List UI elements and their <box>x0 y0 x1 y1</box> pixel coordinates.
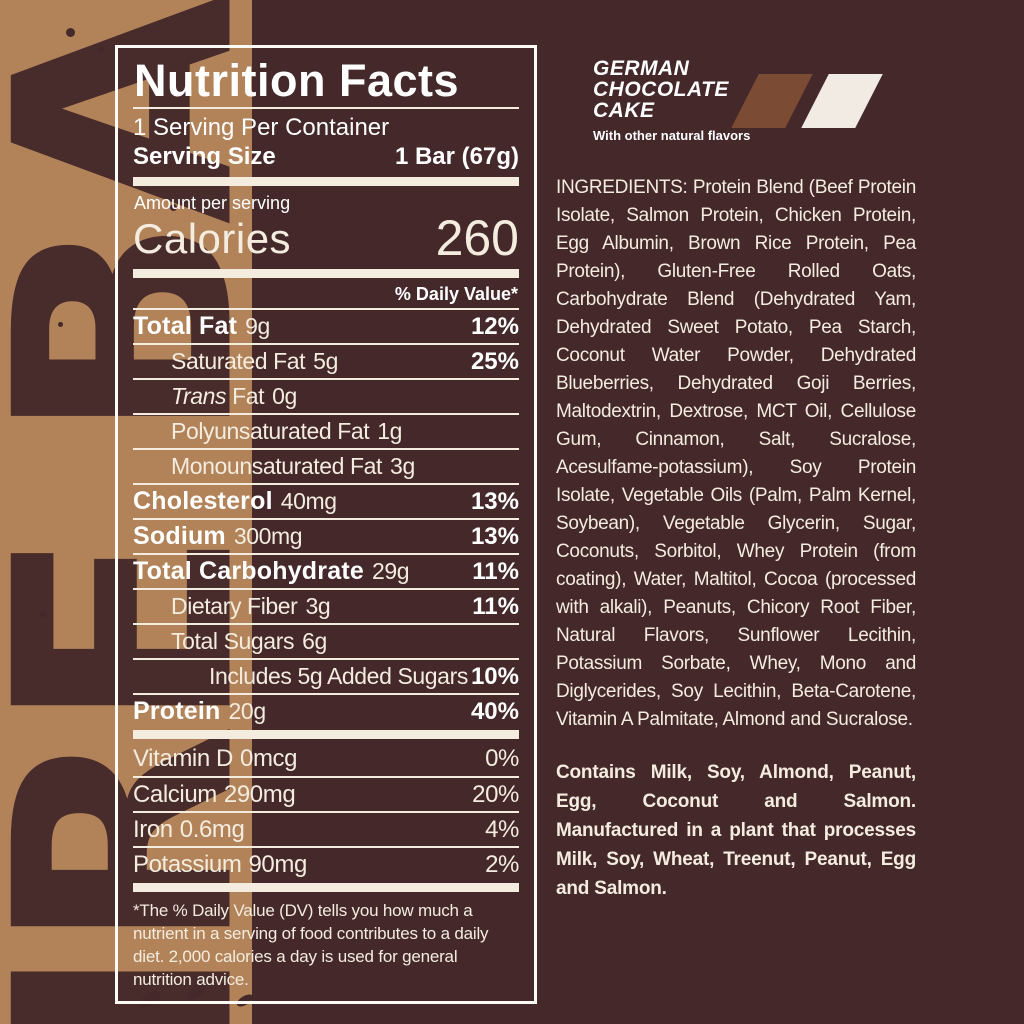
nutrient-daily-value: 11% <box>472 557 519 585</box>
nutrient-amount: 3g <box>390 453 415 479</box>
nutrient-amount: 0mcg <box>240 744 298 772</box>
nutrient-amount: 20g <box>228 698 267 724</box>
thick-divider <box>133 269 519 278</box>
nutrient-amount: 90mg <box>248 850 307 878</box>
nutrient-daily-value: 0% <box>485 744 519 772</box>
nutrient-amount: 29g <box>371 558 410 584</box>
nutrient-daily-value: 40% <box>470 697 519 725</box>
nutrient-name: Fat <box>232 383 265 409</box>
nutrient-amount: 0g <box>272 383 297 409</box>
micronutrient-row-potassium: Potassium 90mg 2% <box>133 846 519 881</box>
nutrient-amount: 6g <box>302 628 327 654</box>
flavor-title-line-2: CHOCOLATE <box>593 78 729 101</box>
nutrient-row-protein: Protein 20g 40% <box>133 693 519 728</box>
micronutrient-rows: Vitamin D 0mcg 0% Calcium 290mg 20% Iron… <box>133 741 519 881</box>
nutrient-name-italic: Trans <box>171 383 227 409</box>
nutrient-name: Monounsaturated Fat <box>171 453 383 479</box>
nutrient-name: Protein <box>133 697 221 725</box>
nutrient-name: Includes 5g Added Sugars <box>209 663 468 689</box>
nutrient-amount: 5g <box>313 348 338 374</box>
nutrient-row-dietary-fiber: Dietary Fiber 3g 11% <box>133 588 519 623</box>
splatter-decoration <box>98 46 104 52</box>
calories-value: 260 <box>435 210 519 266</box>
brand-strip: MRE BAR <box>0 0 252 1024</box>
micronutrient-row-calcium: Calcium 290mg 20% <box>133 776 519 811</box>
nutrient-daily-value: 13% <box>470 522 519 550</box>
nutrient-amount: 300mg <box>233 523 303 549</box>
nutrient-daily-value: 4% <box>485 815 519 843</box>
nutrient-name: Sodium <box>133 522 226 550</box>
nutrient-daily-value: 2% <box>485 850 519 878</box>
thick-divider <box>133 730 519 739</box>
nutrient-row-total-carbohydrate: Total Carbohydrate 29g 11% <box>133 553 519 588</box>
nutrient-name: Vitamin D <box>133 744 233 772</box>
calories-label: Calories <box>133 215 292 262</box>
splatter-decoration <box>58 322 63 327</box>
nutrient-row-added-sugars: Includes 5g Added Sugars 10% <box>133 658 519 693</box>
right-column: GERMAN CHOCOLATE CAKE With other natural… <box>556 58 916 903</box>
nutrient-name: Saturated Fat <box>171 348 306 374</box>
nutrient-daily-value: 12% <box>470 312 519 340</box>
nutrient-daily-value: 20% <box>472 780 519 808</box>
nutrient-row-saturated-fat: Saturated Fat 5g 25% <box>133 343 519 378</box>
splatter-decoration <box>66 28 75 37</box>
nutrient-name: Calcium <box>133 780 217 808</box>
allergen-statement: Contains Milk, Soy, Almond, Peanut, Egg,… <box>556 762 916 899</box>
nutrient-name: Total Fat <box>133 312 238 340</box>
thick-divider <box>133 177 519 186</box>
nutrient-row-total-sugars: Total Sugars 6g <box>133 623 519 658</box>
serving-size-value: 1 Bar (67g) <box>394 143 519 170</box>
nutrient-name: Dietary Fiber <box>171 593 298 619</box>
servings-per-container: 1 Serving Per Container <box>133 114 390 141</box>
ingredients-paragraph: INGREDIENTS: Protein Blend (Beef Protein… <box>556 177 916 730</box>
nutrient-amount: 1g <box>377 418 403 444</box>
splatter-decoration <box>40 612 46 618</box>
nutrient-amount: 0.6mg <box>179 815 245 843</box>
serving-size-label: Serving Size <box>133 143 276 170</box>
nutrient-amount: 40mg <box>280 488 337 514</box>
nutrient-row-polyunsaturated-fat: Polyunsaturated Fat 1g <box>133 413 519 448</box>
nutrient-amount: 3g <box>305 593 331 619</box>
daily-value-header: % Daily Value* <box>394 284 518 304</box>
flavor-title-line-1: GERMAN <box>593 57 690 80</box>
micronutrient-row-iron: Iron 0.6mg 4% <box>133 811 519 846</box>
nutrient-name: Total Sugars <box>171 628 295 654</box>
calories-row: Calories 260 <box>133 213 519 263</box>
flavor-subtitle: With other natural flavors <box>593 128 751 143</box>
nutrient-row-total-fat: Total Fat 9g 12% <box>133 308 519 343</box>
nutrient-name: Cholesterol <box>133 487 273 515</box>
nutrient-name: Total Carbohydrate <box>133 557 364 585</box>
nutrient-row-monounsaturated-fat: Monounsaturated Fat 3g <box>133 448 519 483</box>
daily-value-footnote: *The % Daily Value (DV) tells you how mu… <box>133 901 489 989</box>
splatter-decoration <box>170 204 177 211</box>
nutrient-amount: 290mg <box>223 780 296 808</box>
nutrient-daily-value: 11% <box>472 592 519 620</box>
nutrient-row-sodium: Sodium 300mg 13% <box>133 518 519 553</box>
nutrient-daily-value: 13% <box>470 487 519 515</box>
nutrient-name: Iron <box>133 815 173 843</box>
nutrient-name: Polyunsaturated Fat <box>171 418 370 444</box>
flavor-title-line-3: CAKE <box>593 99 655 122</box>
nutrient-amount: 9g <box>245 313 270 339</box>
nutrient-daily-value: 10% <box>470 662 519 690</box>
nutrient-row-trans-fat: Trans Fat 0g <box>133 378 519 413</box>
divider-line <box>133 107 519 109</box>
amount-per-serving-label: Amount per serving <box>134 193 291 213</box>
nutrient-rows: Total Fat 9g 12% Saturated Fat 5g 25% Tr… <box>133 308 519 728</box>
nutrition-facts-title: Nutrition Facts <box>134 55 460 106</box>
nutrient-row-cholesterol: Cholesterol 40mg 13% <box>133 483 519 518</box>
serving-size-row: Serving Size 1 Bar (67g) <box>133 143 519 171</box>
thick-divider <box>133 883 519 892</box>
nutrient-name: Potassium <box>133 850 242 878</box>
micronutrient-row-vitamin-d: Vitamin D 0mcg 0% <box>133 741 519 776</box>
nutrition-facts-panel: Nutrition Facts 1 Serving Per Container … <box>115 45 537 1004</box>
nutrient-daily-value: 25% <box>470 347 519 375</box>
flavor-header: GERMAN CHOCOLATE CAKE With other natural… <box>556 58 916 143</box>
